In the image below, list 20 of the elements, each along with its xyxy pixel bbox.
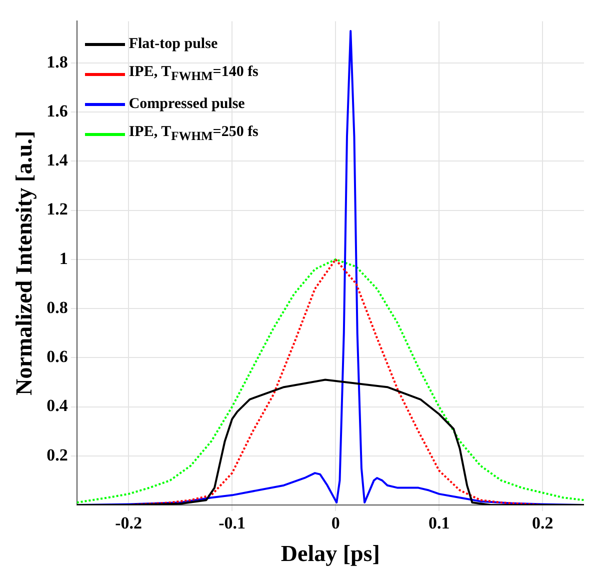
y-tick-label: 1.4 bbox=[46, 150, 68, 170]
y-tick-label: 0.2 bbox=[46, 445, 68, 464]
x-tick-label: 0.1 bbox=[428, 514, 450, 533]
y-tick-label: 0.6 bbox=[46, 347, 68, 366]
y-tick-label: 1.2 bbox=[46, 200, 68, 219]
legend-label: Flat-top pulse bbox=[128, 36, 218, 53]
x-tick-label: 0 bbox=[331, 514, 340, 533]
y-tick-label: 1 bbox=[59, 248, 68, 268]
legend-label: IPE, T$_{FWHM}$=140 fs bbox=[128, 64, 258, 84]
y-axis-title: Normalized Intensity [a.u.] bbox=[12, 130, 37, 396]
x-tick-label: -0.2 bbox=[115, 514, 142, 533]
legend-label: IPE, T$_{FWHM}$=250 fs bbox=[128, 124, 258, 144]
y-tick-label: 1.8 bbox=[46, 52, 68, 72]
x-tick-label: 0.2 bbox=[532, 514, 554, 533]
x-tick-label: -0.1 bbox=[218, 514, 246, 533]
y-tick-label: 0.8 bbox=[46, 298, 68, 317]
y-tick-label: 0.4 bbox=[46, 396, 68, 416]
legend-label: Compressed pulse bbox=[128, 96, 245, 113]
x-axis-title: Delay [ps] bbox=[280, 541, 380, 566]
y-tick-label: 1.6 bbox=[46, 101, 68, 120]
